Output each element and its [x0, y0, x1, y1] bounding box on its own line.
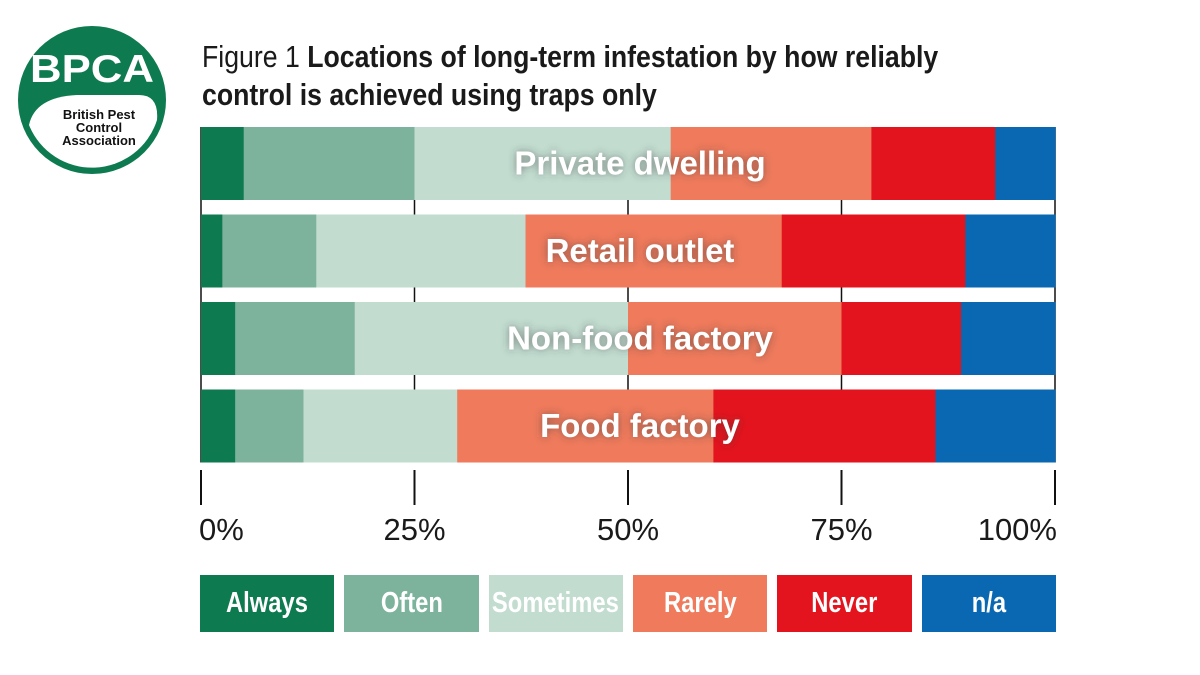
- bar-segment-private-dwelling-sometimes: [414, 127, 672, 200]
- bar-segment-non-food-factory-always: [201, 302, 236, 375]
- x-tick-label-0: 0%: [199, 512, 244, 547]
- figure-title: Locations of long-term infestation by ho…: [202, 39, 939, 112]
- legend-item-never: Never: [777, 575, 912, 632]
- category-label-glow: Food factory: [540, 407, 740, 444]
- bar-segment-private-dwelling-rarely: [670, 127, 872, 200]
- bar-segment-food-factory-sometimes: [303, 389, 458, 463]
- bar-segment-private-dwelling-often: [243, 127, 416, 200]
- legend-item-sometimes: Sometimes: [488, 575, 623, 632]
- x-tick-label-75: 75%: [810, 512, 872, 547]
- bar-segment-private-dwelling-never: [871, 127, 996, 200]
- category-label-glow: Private dwelling: [514, 145, 765, 182]
- bar-segment-food-factory-always: [201, 389, 236, 463]
- x-tick-label-100: 100%: [978, 512, 1057, 547]
- logo-line-1: British Pest: [63, 107, 136, 122]
- bar-segment-non-food-factory-rarely: [628, 302, 843, 375]
- logo-line-2: Control: [76, 120, 122, 135]
- bar-segment-food-factory-rarely: [457, 389, 714, 463]
- bar-segment-retail-outlet-often: [222, 214, 317, 288]
- bar-segment-retail-outlet-never: [781, 214, 966, 288]
- category-label-glow: Non-food factory: [507, 320, 773, 357]
- bpca-logo: BPCA British Pest Control Association: [18, 26, 166, 174]
- bar-segment-retail-outlet-always: [201, 214, 223, 288]
- category-label-text: Private dwelling: [514, 145, 765, 182]
- legend-label: Always: [226, 587, 309, 619]
- legend-label: Never: [811, 587, 878, 619]
- legend-item-rarely: Rarely: [633, 575, 768, 632]
- legend-item-always: Always: [200, 575, 335, 632]
- logo-wordmark: BPCA: [30, 48, 154, 91]
- bar-segment-non-food-factory-never: [841, 302, 962, 375]
- x-tick-label-50: 50%: [597, 512, 659, 547]
- category-label-text: Retail outlet: [546, 232, 735, 269]
- logo-swoosh: [29, 95, 158, 168]
- legend-label: Often: [380, 587, 443, 619]
- logo-line-3: Association: [62, 133, 136, 148]
- bar-segment-retail-outlet-sometimes: [316, 214, 527, 288]
- legend-label: n/a: [971, 587, 1006, 619]
- figure-number: Figure 1: [202, 39, 300, 74]
- legend-item-often: Often: [344, 575, 479, 632]
- bar-segment-non-food-factory-often: [235, 302, 356, 375]
- bar-segment-retail-outlet-rarely: [525, 214, 783, 288]
- legend: Always Often Sometimes Rarely Never n/a: [200, 575, 1056, 632]
- legend-item-n-a: n/a: [921, 575, 1056, 632]
- category-label-glow: Retail outlet: [546, 232, 735, 269]
- legend-label: Sometimes: [492, 587, 620, 619]
- category-label-text: Non-food factory: [507, 320, 773, 357]
- bar-segment-private-dwelling-always: [201, 127, 245, 200]
- bar-segment-food-factory-often: [235, 389, 305, 463]
- bar-segment-non-food-factory-sometimes: [354, 302, 629, 375]
- bar-segment-food-factory-n-a: [935, 389, 1056, 463]
- category-label-text: Food factory: [540, 407, 740, 444]
- bar-segment-retail-outlet-n-a: [965, 214, 1056, 288]
- legend-label: Rarely: [663, 587, 737, 619]
- bar-segment-private-dwelling-n-a: [995, 127, 1056, 200]
- bar-segment-non-food-factory-n-a: [961, 302, 1056, 375]
- bar-segment-food-factory-never: [713, 389, 937, 463]
- x-tick-label-25: 25%: [383, 512, 445, 547]
- chart-title: Figure 1 Locations of long-term infestat…: [202, 38, 1028, 114]
